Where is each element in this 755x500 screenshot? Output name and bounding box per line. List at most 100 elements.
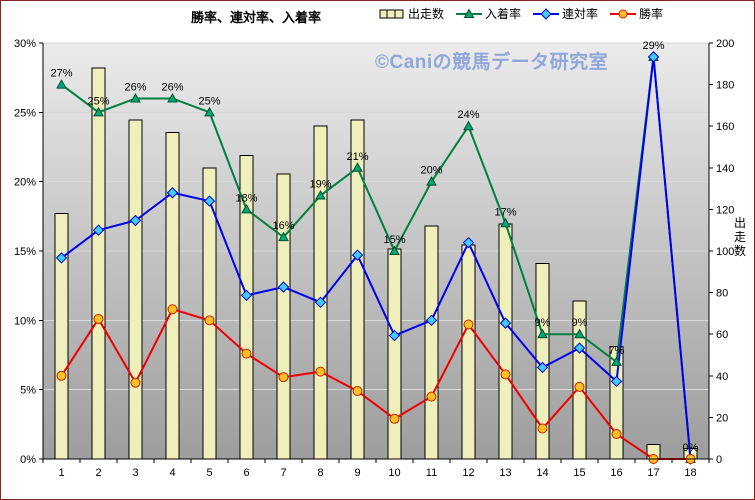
legend-item-quinella: 連対率 <box>533 5 598 22</box>
point-label: 9% <box>535 317 551 329</box>
x-tick-label: 14 <box>536 467 548 479</box>
x-tick-label: 6 <box>243 467 249 479</box>
x-tick-label: 2 <box>95 467 101 479</box>
diamond-marker <box>277 281 290 293</box>
point-label: 29% <box>642 40 664 52</box>
left-tick-label: 10% <box>14 315 36 327</box>
legend-item-win: 勝率 <box>610 5 663 22</box>
point-label: 0% <box>683 442 699 454</box>
triangle-marker <box>537 328 548 339</box>
triangle-marker <box>611 356 622 366</box>
circle-marker <box>611 429 622 440</box>
triangle-marker <box>167 92 178 103</box>
point-label: 7% <box>609 345 625 357</box>
right-tick-label: 0 <box>716 454 722 466</box>
right-tick-label: 20 <box>716 412 728 424</box>
triangle-marker <box>389 245 400 255</box>
point-label: 17% <box>494 206 516 218</box>
circle-series-icon <box>610 9 637 18</box>
x-tick-label: 15 <box>573 467 585 479</box>
point-label: 24% <box>457 109 479 121</box>
point-label: 9% <box>572 317 588 329</box>
circle-marker <box>204 315 215 326</box>
triangle-marker <box>93 106 104 117</box>
circle-marker <box>278 372 289 383</box>
x-tick-label: 1 <box>58 467 64 479</box>
triangle-marker <box>352 162 363 172</box>
diamond-marker <box>92 224 105 236</box>
right-tick-label: 100 <box>716 246 734 258</box>
bar-starts <box>276 173 291 460</box>
diamond-marker <box>425 314 438 327</box>
circle-marker <box>315 366 326 377</box>
diamond-series-icon <box>533 7 560 20</box>
left-tick-label: 20% <box>14 177 36 189</box>
watermark: ©Caniの競馬データ研究室 <box>375 52 609 73</box>
x-tick-label: 17 <box>647 467 659 479</box>
triangle-marker <box>315 190 326 200</box>
legend-item-placing: 入着率 <box>456 5 521 22</box>
diamond-marker <box>610 375 623 388</box>
point-label: 20% <box>420 165 442 177</box>
line-triangle <box>60 56 692 460</box>
diamond-marker <box>647 51 660 63</box>
diamond-marker <box>55 252 68 264</box>
triangle-marker <box>56 79 67 89</box>
bar-starts <box>128 119 143 460</box>
bar-starts <box>91 67 106 460</box>
left-tick-label: 15% <box>14 246 36 258</box>
right-axis-title: 出 <box>734 216 746 230</box>
circle-marker <box>167 304 178 315</box>
left-tick-label: 0% <box>20 454 36 466</box>
point-label: 26% <box>124 81 146 93</box>
right-tick-label: 200 <box>716 38 734 50</box>
triangle-marker <box>130 92 141 103</box>
legend-item-starts: 出走数 <box>379 5 444 22</box>
point-label: 25% <box>198 95 220 107</box>
point-label: 16% <box>272 220 294 232</box>
x-tick-label: 11 <box>426 467 437 479</box>
x-tick-label: 3 <box>132 467 138 479</box>
diamond-marker <box>536 361 549 374</box>
circle-marker <box>352 386 363 397</box>
left-tick-label: 25% <box>14 107 36 119</box>
bar-starts <box>313 125 328 460</box>
diamond-marker <box>314 296 327 309</box>
legend: 出走数 入着率 連対率 勝率 <box>379 5 663 22</box>
legend-label-placing: 入着率 <box>485 7 522 21</box>
diamond-marker <box>388 329 401 342</box>
point-label: 25% <box>87 95 109 107</box>
legend-label-win: 勝率 <box>639 7 664 21</box>
point-label: 15% <box>383 234 405 246</box>
right-tick-label: 60 <box>716 329 728 341</box>
x-tick-label: 13 <box>499 467 511 479</box>
triangle-marker <box>278 231 289 242</box>
circle-marker <box>574 381 585 392</box>
triangle-marker <box>463 120 474 131</box>
right-tick-label: 140 <box>716 163 734 175</box>
diamond-marker <box>573 342 586 354</box>
triangle-marker <box>241 203 252 214</box>
point-label: 18% <box>235 192 257 204</box>
diamond-marker <box>166 187 179 199</box>
circle-marker <box>130 377 141 388</box>
circle-marker <box>426 391 437 402</box>
x-tick-label: 12 <box>462 467 474 479</box>
line-diamond <box>60 56 692 460</box>
triangle-marker <box>426 176 437 186</box>
x-tick-label: 8 <box>317 467 323 479</box>
x-tick-label: 10 <box>388 467 400 479</box>
point-label: 26% <box>161 81 183 93</box>
left-tick-label: 5% <box>20 385 36 397</box>
bar-series-icon <box>379 9 404 18</box>
triangle-marker <box>204 106 215 117</box>
chart-title: 勝率、連対率、入着率 <box>191 10 322 25</box>
right-tick-label: 80 <box>716 288 728 300</box>
circle-marker <box>463 319 474 330</box>
diamond-marker <box>240 289 253 302</box>
right-tick-label: 40 <box>716 371 728 383</box>
triangle-series-icon <box>456 7 483 18</box>
right-tick-label: 160 <box>716 121 734 133</box>
